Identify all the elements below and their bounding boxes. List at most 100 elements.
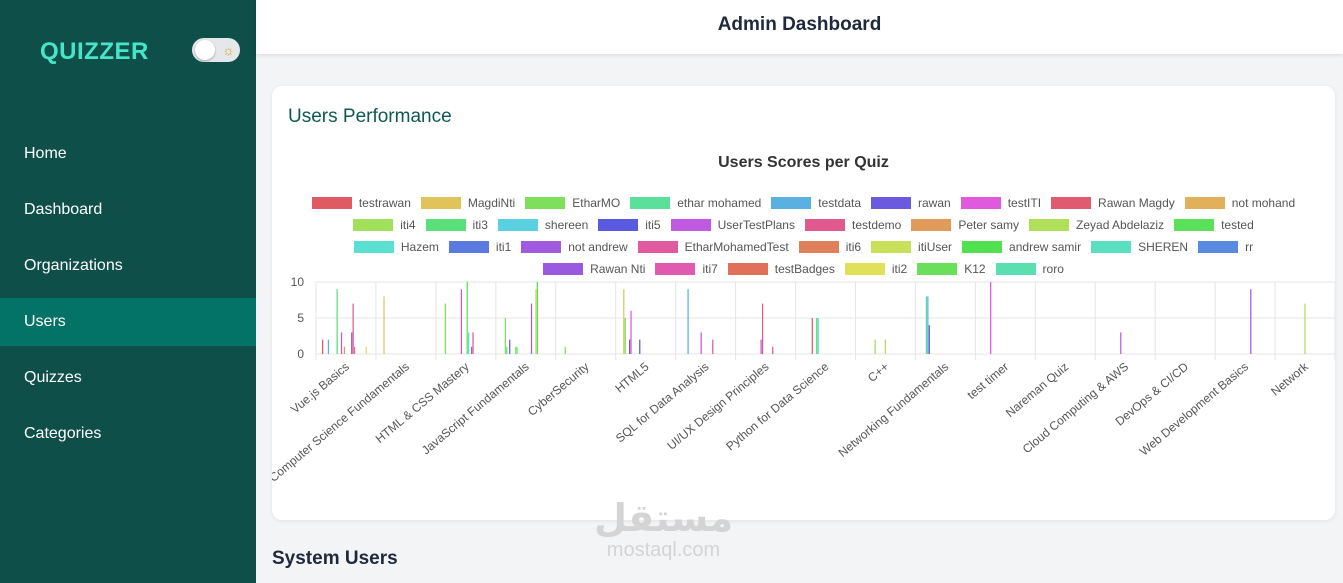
x-tick-label: Networking Fundamentals <box>836 360 952 460</box>
legend-item[interactable]: iti7 <box>655 262 718 276</box>
legend-label: iti5 <box>645 218 661 232</box>
bar <box>761 303 764 354</box>
legend-swatch <box>353 219 394 231</box>
legend-swatch <box>598 219 639 231</box>
bar <box>351 332 353 354</box>
legend-label: iti3 <box>472 218 488 232</box>
legend-item[interactable]: EtharMohamedTest <box>637 240 789 254</box>
legend-item[interactable]: testBadges <box>727 262 835 276</box>
legend-item[interactable]: EtharMO <box>525 196 620 210</box>
legend-label: Rawan Magdy <box>1098 196 1175 210</box>
x-tick-label: HTML5 <box>612 359 651 395</box>
legend-item[interactable]: rr <box>1198 240 1253 254</box>
legend-swatch <box>543 263 584 275</box>
legend-label: not andrew <box>568 240 628 254</box>
x-tick-label: Python for Data Science <box>723 359 831 453</box>
legend-label: K12 <box>964 262 986 276</box>
legend-item[interactable]: itiUser <box>871 240 952 254</box>
legend-label: testrawan <box>358 196 411 210</box>
bar <box>472 332 474 354</box>
watermark-latin: mostaql.com <box>606 539 721 561</box>
legend-label: roro <box>1042 262 1064 276</box>
sidebar-item-users[interactable]: Users <box>0 298 256 346</box>
legend-item[interactable]: Hazem <box>353 240 439 254</box>
legend-swatch <box>448 241 489 253</box>
legend-swatch <box>995 263 1036 275</box>
legend-swatch <box>844 263 885 275</box>
legend-item[interactable]: tested <box>1174 218 1254 232</box>
legend-item[interactable]: not mohand <box>1184 196 1295 210</box>
legend-item[interactable]: iti3 <box>425 218 488 232</box>
bar <box>687 289 689 354</box>
legend-item[interactable]: Rawan Magdy <box>1051 196 1175 210</box>
legend-item[interactable]: iti1 <box>448 240 511 254</box>
legend-label: EtharMO <box>572 196 621 210</box>
legend-item[interactable]: Zeyad Abdelaziz <box>1029 218 1164 232</box>
card-title: Users Performance <box>288 106 452 127</box>
legend-label: SHEREN <box>1138 240 1189 254</box>
chart-title: Users Scores per Quiz <box>718 154 889 171</box>
legend-label: MagdiNti <box>467 196 516 210</box>
bar <box>509 339 511 354</box>
bar <box>564 346 566 354</box>
legend-item[interactable]: rawan <box>871 196 951 210</box>
legend-label: andrew samir <box>1009 240 1082 254</box>
legend-item[interactable]: iti4 <box>353 218 416 232</box>
legend-swatch <box>1174 219 1215 231</box>
legend-item[interactable]: testITI <box>960 196 1041 210</box>
legend-item[interactable]: K12 <box>917 262 986 276</box>
legend-item[interactable]: testdata <box>771 196 861 210</box>
top-header: Admin Dashboard <box>256 0 1343 54</box>
legend-item[interactable]: iti2 <box>844 262 908 276</box>
legend-swatch <box>960 197 1001 209</box>
bar <box>816 318 818 354</box>
legend-item[interactable]: not andrew <box>521 240 628 254</box>
legend-item[interactable]: UserTestPlans <box>670 218 795 232</box>
brand-logo[interactable]: QUIZZER <box>40 38 149 65</box>
bar <box>444 303 447 354</box>
x-tick-label: C++ <box>865 360 891 385</box>
legend-item[interactable]: MagdiNti <box>420 196 516 210</box>
legend-swatch <box>497 219 538 231</box>
legend-label: Zeyad Abdelaziz <box>1076 218 1165 232</box>
legend-item[interactable]: ethar mohamed <box>630 196 761 210</box>
legend-swatch <box>1184 197 1225 209</box>
sidebar-item-categories[interactable]: Categories <box>24 425 102 442</box>
sidebar-item-home[interactable]: Home <box>24 145 67 162</box>
sidebar-item-dashboard[interactable]: Dashboard <box>24 201 103 218</box>
legend-row: Rawan Nti iti7 testBadges iti2 K12 roro <box>282 258 1325 280</box>
bar <box>712 339 714 354</box>
legend-swatch <box>962 241 1003 253</box>
sidebar-item-quizzes[interactable]: Quizzes <box>24 369 82 386</box>
legend-item[interactable]: Peter samy <box>911 218 1019 232</box>
legend-label: iti2 <box>891 262 908 276</box>
legend-item[interactable]: testrawan <box>311 196 411 210</box>
legend-item[interactable]: roro <box>995 262 1064 276</box>
bar <box>700 332 702 354</box>
toggle-knob <box>195 40 215 60</box>
legend-swatch <box>637 241 678 253</box>
sidebar-item-organizations[interactable]: Organizations <box>24 257 123 274</box>
legend-item[interactable]: andrew samir <box>962 240 1081 254</box>
legend-swatch <box>425 219 466 231</box>
legend-swatch <box>871 197 911 209</box>
bar <box>343 346 346 354</box>
legend-item[interactable]: iti6 <box>798 240 861 254</box>
legend-label: iti7 <box>702 262 718 276</box>
legend-label: EtharMohamedTest <box>684 240 789 254</box>
legend-item[interactable]: SHEREN <box>1091 240 1188 254</box>
bar <box>340 332 343 354</box>
legend-item[interactable]: testdemo <box>804 218 901 232</box>
bar <box>928 325 930 354</box>
bar <box>321 339 324 354</box>
legend-swatch <box>525 197 566 209</box>
system-users-title: System Users <box>272 548 398 569</box>
legend-item[interactable]: Rawan Nti <box>543 262 645 276</box>
sun-icon: ☼ <box>222 42 235 58</box>
legend-item[interactable]: iti5 <box>598 218 661 232</box>
chart-legend: testrawan MagdiNti EtharMO ethar mohamed tes… <box>282 192 1325 280</box>
bar <box>506 346 508 354</box>
bar <box>925 296 928 354</box>
legend-item[interactable]: shereen <box>497 218 588 232</box>
theme-toggle[interactable]: ☼ <box>192 38 240 62</box>
